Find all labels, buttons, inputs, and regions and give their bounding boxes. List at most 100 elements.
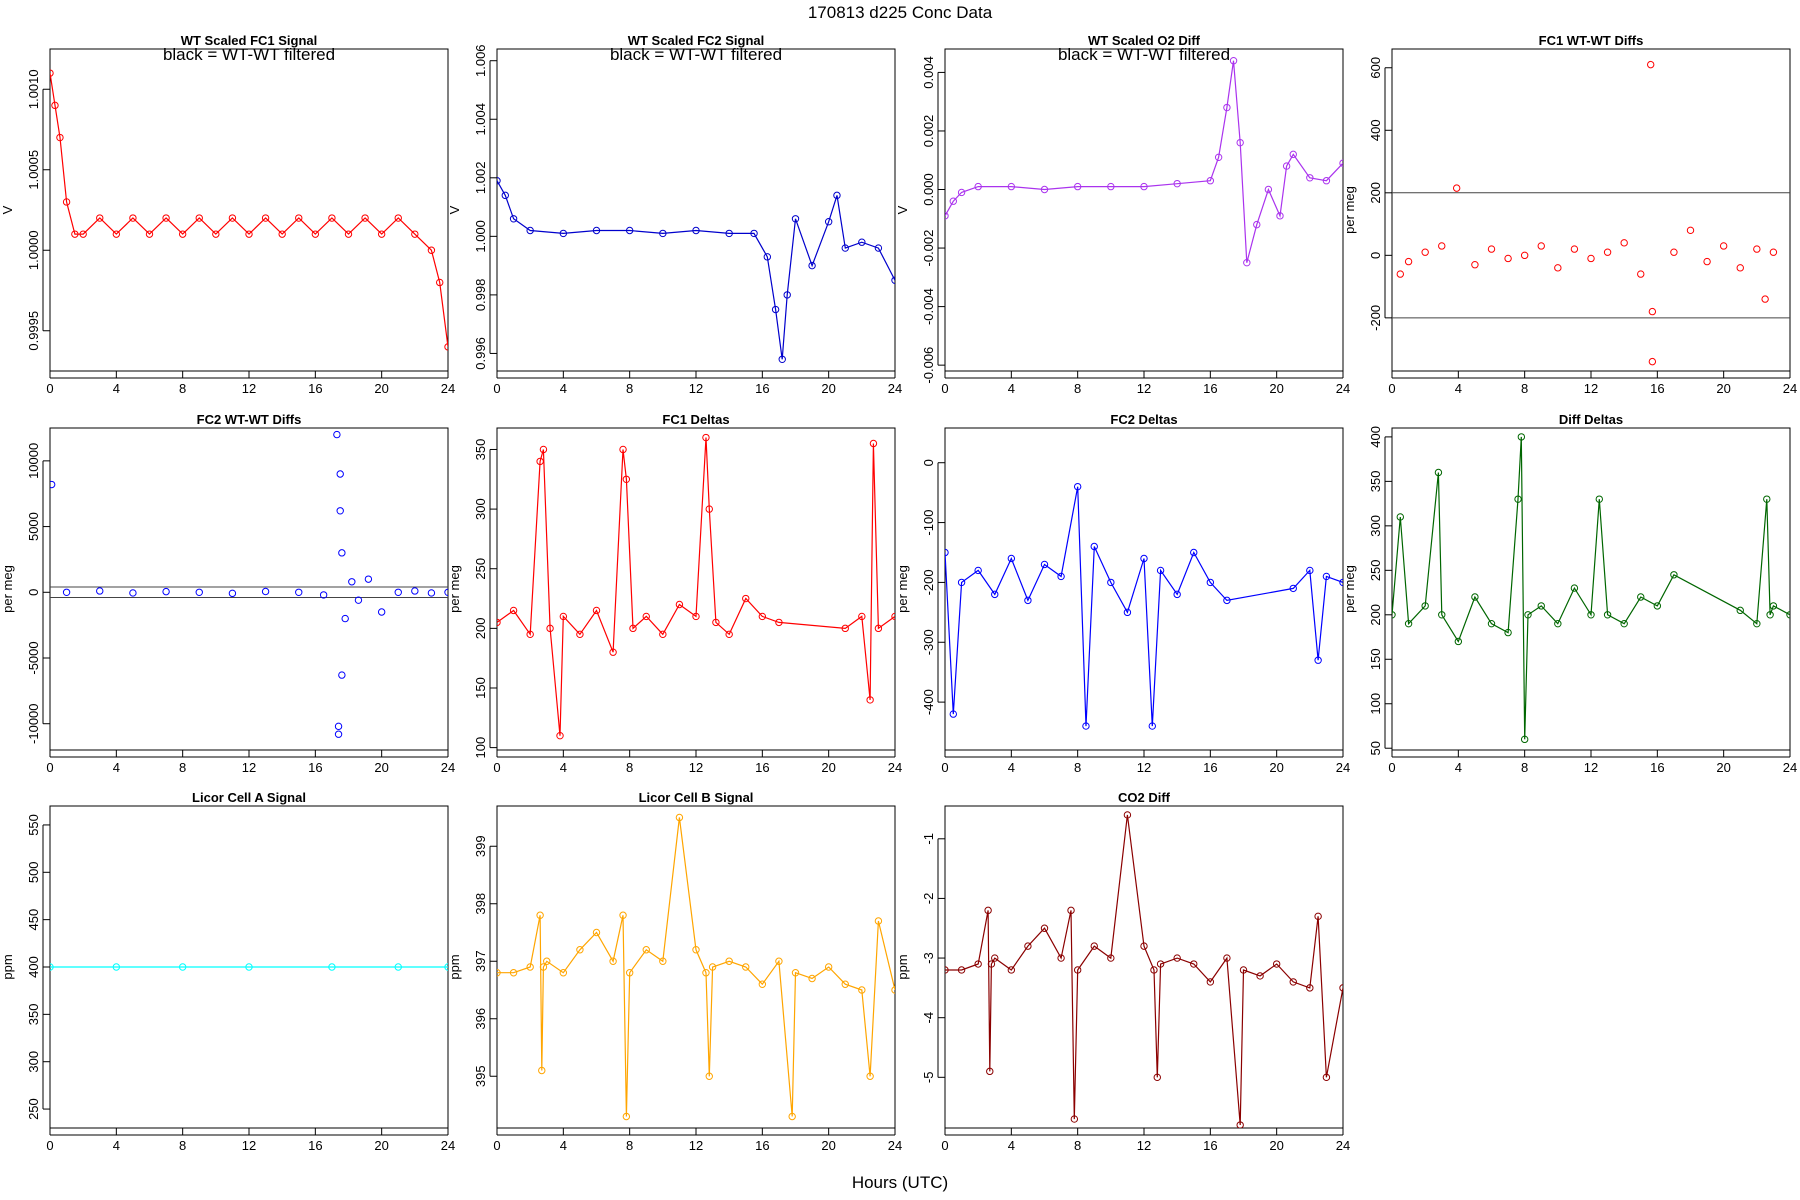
data-point — [692, 946, 700, 954]
data-point — [1452, 184, 1461, 192]
data-point — [178, 963, 187, 971]
data-point — [874, 624, 883, 633]
data-point — [212, 230, 220, 238]
data-point — [526, 226, 534, 235]
x-tick-label: 8 — [626, 760, 633, 775]
data-point — [1763, 495, 1771, 503]
data-point — [957, 966, 966, 974]
y-tick-label: -0.006 — [921, 347, 936, 384]
x-tick-label: 0 — [493, 760, 500, 775]
x-tick-label: 20 — [821, 1138, 835, 1153]
y-tick-label: 250 — [1368, 559, 1383, 581]
data-point — [556, 731, 564, 740]
x-tick-label: 4 — [113, 1138, 120, 1153]
plot-frame — [496, 48, 896, 372]
data-point — [1761, 295, 1769, 303]
data-point — [245, 230, 253, 238]
x-tick-label: 16 — [308, 760, 322, 775]
data-point — [1223, 596, 1231, 605]
data-point — [1173, 954, 1181, 962]
x-tick-label: 0 — [1388, 760, 1395, 775]
data-point — [692, 612, 700, 621]
data-point — [841, 244, 849, 252]
x-tick-label: 0 — [493, 381, 500, 396]
x-tick-label: 0 — [46, 381, 53, 396]
data-point — [1753, 245, 1761, 253]
y-tick-label: 350 — [26, 1004, 41, 1026]
x-tick-label: 8 — [179, 1138, 186, 1153]
data-point — [62, 588, 71, 596]
data-point — [96, 214, 104, 222]
data-point — [833, 191, 841, 200]
data-point — [344, 230, 353, 238]
data-point — [1637, 593, 1645, 601]
data-point — [50, 69, 54, 77]
data-point — [1264, 185, 1273, 194]
x-tick-label: 8 — [1074, 1138, 1081, 1153]
data-point — [1148, 722, 1156, 730]
x-tick-label: 12 — [1137, 760, 1151, 775]
x-tick-label: 8 — [179, 381, 186, 396]
data-point — [1314, 912, 1322, 921]
data-point — [1007, 966, 1016, 974]
data-point — [178, 230, 187, 238]
data-point — [1156, 566, 1165, 575]
y-tick-label: -300 — [921, 629, 936, 655]
y-tick-label: 100 — [473, 737, 488, 759]
y-tick-label: 5000 — [26, 512, 41, 541]
data-point — [394, 214, 402, 222]
data-point — [712, 618, 720, 627]
x-tick-label: 16 — [1650, 381, 1664, 396]
data-point — [1520, 251, 1529, 260]
data-point — [1082, 722, 1090, 730]
y-tick-label: 500 — [26, 861, 41, 883]
data-point — [509, 606, 518, 615]
y-tick-label: 250 — [473, 558, 488, 580]
data-layer — [497, 813, 895, 1121]
data-point — [1769, 602, 1778, 610]
data-point — [1173, 590, 1181, 599]
x-tick-label: 12 — [689, 1138, 703, 1153]
y-tick-label: 350 — [1368, 471, 1383, 493]
data-point — [891, 986, 895, 994]
x-tick-label: 20 — [374, 1138, 388, 1153]
data-point — [619, 911, 627, 919]
data-point — [1653, 602, 1662, 610]
data-point — [338, 549, 346, 557]
y-tick-label: 550 — [26, 814, 41, 836]
y-tick-label: -0.004 — [921, 288, 936, 325]
data-point — [974, 566, 982, 575]
x-tick-label: 12 — [242, 1138, 256, 1153]
data-point — [788, 1112, 796, 1121]
data-point — [1040, 924, 1049, 932]
data-point — [609, 957, 617, 965]
data-point — [1090, 942, 1098, 950]
data-point — [1603, 611, 1612, 619]
data-point — [1339, 984, 1343, 992]
data-point — [278, 230, 286, 238]
x-tick-label: 0 — [941, 760, 948, 775]
data-point — [986, 1067, 994, 1076]
figure-title: 170813 d225 Conc Data — [808, 3, 993, 22]
data-point — [71, 230, 79, 238]
x-tick-label: 16 — [1203, 381, 1217, 396]
data-point — [1070, 1115, 1079, 1123]
data-point — [336, 507, 344, 515]
x-tick-label: 4 — [560, 1138, 567, 1153]
data-point — [629, 624, 637, 633]
data-point — [791, 215, 800, 223]
x-tick-label: 8 — [1074, 381, 1081, 396]
data-point — [824, 218, 833, 226]
y-tick-label: 200 — [473, 618, 488, 640]
data-point — [1647, 60, 1655, 69]
data-point — [1736, 606, 1744, 615]
data-point — [866, 1072, 874, 1080]
data-point — [576, 946, 584, 954]
data-point — [1107, 182, 1115, 191]
data-point — [328, 214, 336, 222]
data-point — [1753, 619, 1761, 628]
y-axis-label: per meg — [895, 565, 910, 613]
data-point — [536, 457, 544, 466]
y-tick-label: -2 — [921, 893, 936, 905]
data-point — [79, 230, 87, 238]
